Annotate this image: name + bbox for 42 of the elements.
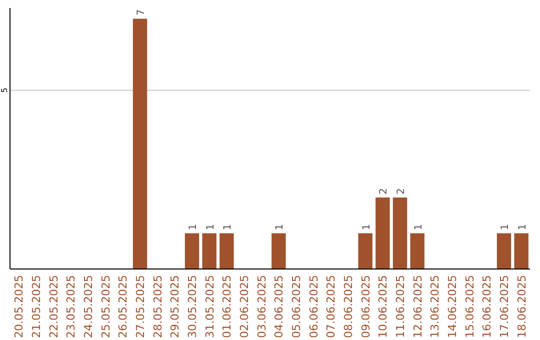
data-label: 7 — [136, 9, 147, 16]
x-tick-label: 06.06.2025 — [307, 275, 320, 338]
x-tick-label: 29.05.2025 — [168, 275, 182, 338]
x-tick-label: 31.05.2025 — [203, 275, 216, 338]
data-label: 1 — [188, 224, 199, 230]
x-tick-label: 28.05.2025 — [151, 275, 164, 338]
x-tick-label: 13.06.2025 — [428, 275, 442, 338]
x-tick-label: 30.05.2025 — [186, 275, 199, 338]
x-tick-label: 27.05.2025 — [134, 275, 147, 338]
x-tick-label: 22.05.2025 — [47, 275, 60, 338]
x-tick-label: 12.06.2025 — [411, 275, 424, 338]
x-tick-label: 26.05.2025 — [116, 275, 130, 338]
data-label: 1 — [500, 224, 511, 230]
y-tick-label: 5 — [0, 88, 9, 93]
x-tick-label: 24.05.2025 — [82, 275, 95, 338]
data-label: 1 — [274, 224, 286, 230]
x-tick-label: 10.06.2025 — [376, 275, 390, 338]
x-tick-label: 03.06.2025 — [255, 275, 268, 338]
x-tick-label: 07.06.2025 — [324, 275, 338, 338]
x-tick-label: 14.06.2025 — [446, 275, 459, 338]
x-tick-label: 23.05.2025 — [64, 275, 78, 338]
data-label: 1 — [361, 224, 372, 230]
x-tick-label: 16.06.2025 — [480, 275, 494, 338]
x-tick-label: 11.06.2025 — [394, 275, 407, 338]
x-tick-label: 20.05.2025 — [12, 275, 26, 338]
x-tick-label: 25.05.2025 — [99, 275, 112, 338]
x-tick-label: 17.06.2025 — [498, 275, 511, 338]
x-tick-label: 01.06.2025 — [220, 275, 234, 338]
x-tick-label: 18.06.2025 — [515, 275, 528, 338]
x-tick-label: 04.06.2025 — [272, 275, 286, 338]
x-tick-label: 05.06.2025 — [290, 275, 303, 338]
x-tick-label: 09.06.2025 — [359, 275, 372, 338]
x-tick-label: 08.06.2025 — [342, 275, 355, 338]
x-tick-label: 21.05.2025 — [30, 275, 43, 338]
x-tick-label: 15.06.2025 — [463, 275, 476, 338]
data-label: 1 — [517, 224, 528, 230]
data-label: 2 — [378, 188, 390, 194]
data-label: 1 — [205, 224, 216, 230]
x-tick-label: 02.06.2025 — [238, 275, 251, 338]
data-label: 1 — [413, 224, 424, 230]
data-label: 1 — [222, 224, 234, 230]
data-label: 2 — [396, 188, 407, 194]
